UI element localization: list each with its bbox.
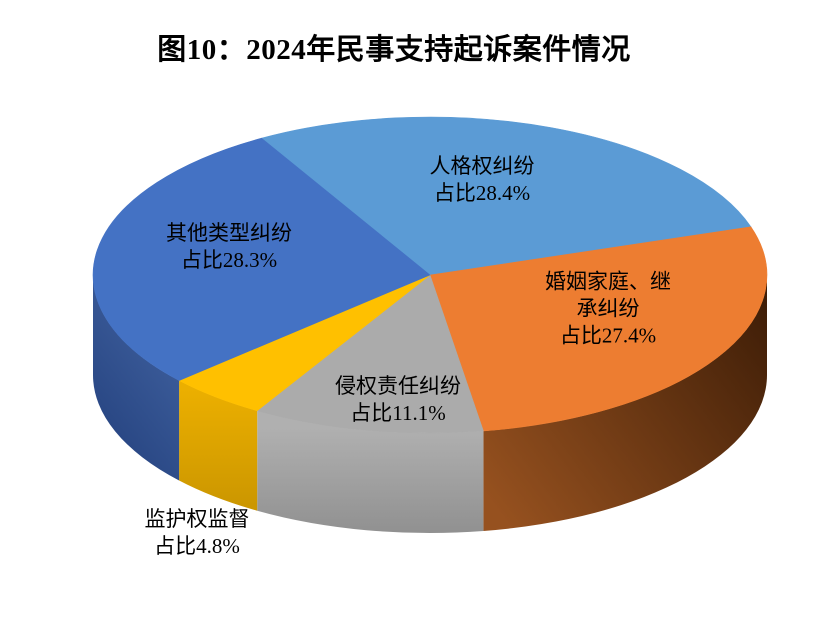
slice-label-line: 占比27.4% — [559, 323, 657, 348]
pie-slice-top-0 — [260, 116, 752, 276]
slice-label-line: 占比4.8% — [154, 534, 240, 558]
pie-sides-group — [92, 275, 767, 534]
slice-label-other-disputes: 其他类型纠纷 占比28.3% — [166, 220, 292, 274]
slice-label-line: 婚姻家庭、继 — [545, 269, 671, 294]
slice-label-personality-rights: 人格权纠纷 占比28.4% — [430, 153, 535, 207]
slice-label-guardianship-supervision: 监护权监督 占比4.8% — [145, 506, 250, 560]
slice-label-line: 人格权纠纷 — [429, 154, 535, 178]
slice-label-line: 侵权责任纠纷 — [335, 374, 461, 398]
pie-slice-side-2 — [257, 410, 484, 534]
pie-slice-top-4 — [92, 137, 431, 381]
pie-slice-top-2 — [256, 274, 484, 434]
slice-label-line: 承纠纷 — [576, 296, 640, 321]
slice-label-line: 占比28.4% — [433, 181, 531, 205]
slice-label-tort-liability: 侵权责任纠纷 占比11.1% — [335, 373, 461, 427]
slice-label-line: 其他类型纠纷 — [166, 221, 292, 245]
pie-slice-side-1 — [483, 275, 767, 531]
pie-tops-group — [92, 116, 768, 434]
chart-title: 图10：2024年民事支持起诉案件情况 — [157, 34, 631, 66]
pie-slice-side-4 — [92, 275, 180, 481]
slice-label-line: 监护权监督 — [144, 507, 250, 531]
slice-label-line: 占比28.3% — [180, 248, 278, 272]
pie-slice-side-3 — [179, 380, 258, 511]
pie-slice-top-1 — [429, 226, 768, 432]
slice-label-marriage-family-inheritance: 婚姻家庭、继 承纠纷 占比27.4% — [545, 269, 671, 350]
slice-label-line: 占比11.1% — [350, 401, 446, 425]
